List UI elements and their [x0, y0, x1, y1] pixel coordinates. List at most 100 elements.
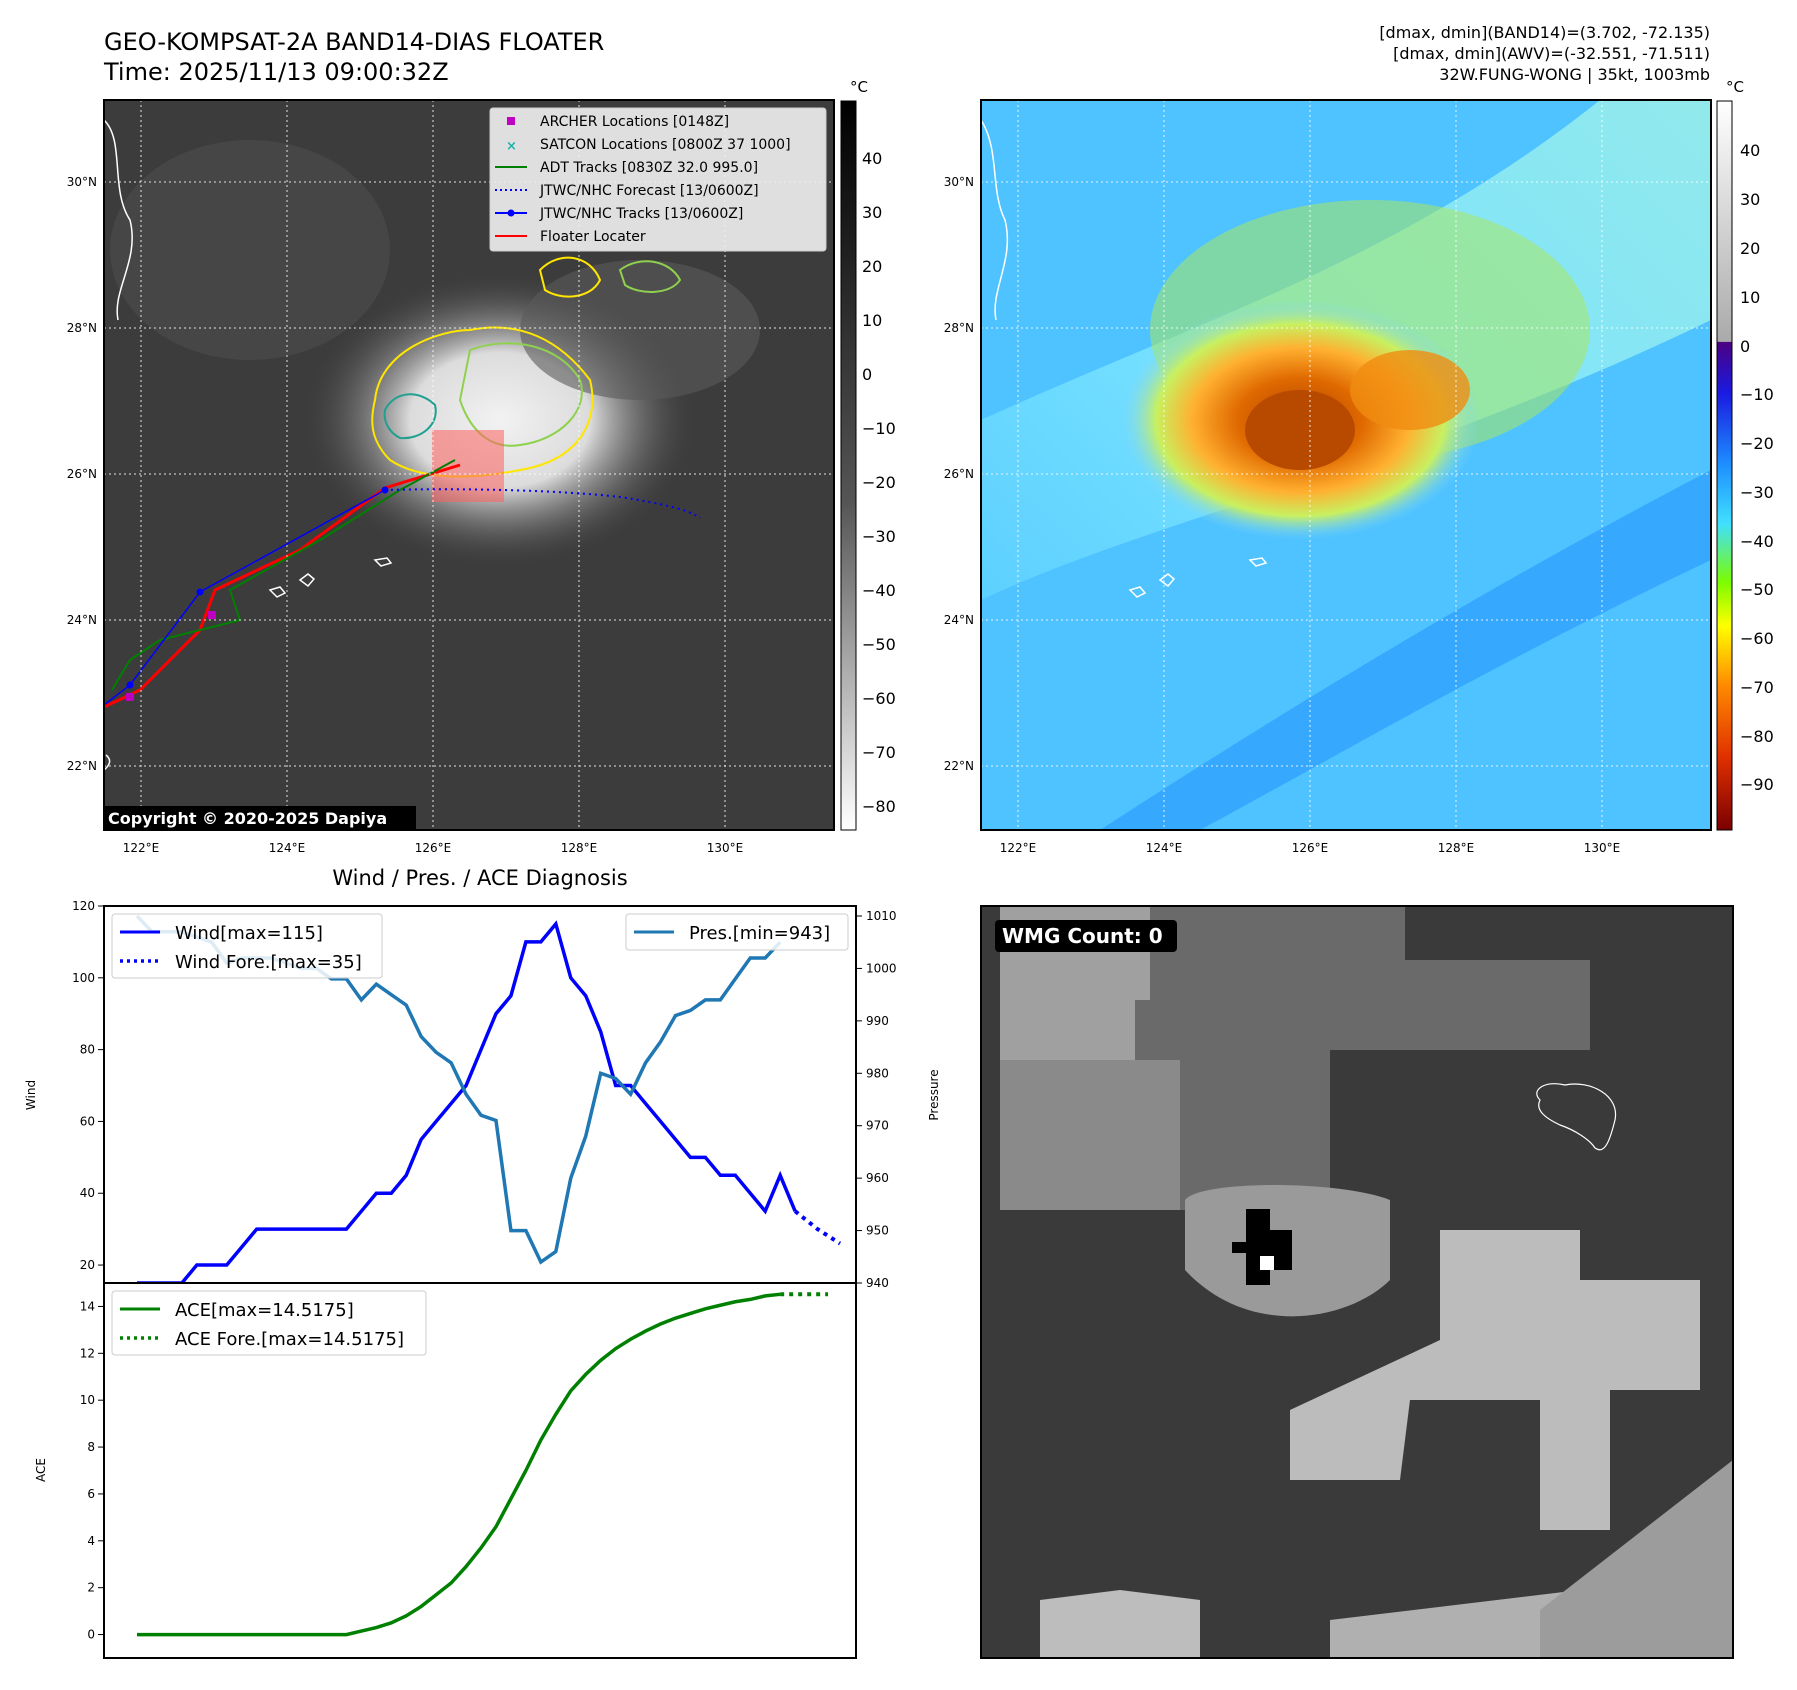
wmg-count-label: WMG Count: 0: [1002, 924, 1163, 948]
wv-map-panel: 30°N 28°N 26°N 24°N 22°N 122°E 124°E 126…: [944, 78, 1774, 855]
jtwc-track-point: [197, 589, 204, 596]
ir-cbar-tick: −30: [862, 527, 896, 546]
wv-lat-tick: 22°N: [944, 759, 974, 773]
ir-cbar-tick: −60: [862, 689, 896, 708]
wind-ylabel: Wind: [24, 1080, 38, 1110]
ir-cbar-tick: −40: [862, 581, 896, 600]
ace-tick-label: 14: [80, 1299, 95, 1313]
ir-cbar-tick: −80: [862, 797, 896, 816]
wv-storm-center: [1245, 390, 1355, 470]
wv-cbar-tick: −50: [1740, 580, 1774, 599]
ir-colorbar: [841, 101, 856, 830]
wmg-region-light-2: [1000, 1060, 1180, 1210]
ir-lat-tick: 30°N: [67, 175, 97, 189]
ir-lon-tick: 122°E: [123, 841, 160, 855]
ir-cloud-band: [520, 260, 760, 400]
wv-lon-tick: 126°E: [1292, 841, 1329, 855]
wv-colorbar-ticks: 40 30 20 10 0 −10 −20 −30 −40 −50 −60 −7…: [1740, 141, 1774, 794]
wv-cbar-tick: −20: [1740, 434, 1774, 453]
pres-tick-label: 980: [866, 1066, 889, 1080]
wv-lon-tick: 130°E: [1584, 841, 1621, 855]
pres-tick-label: 950: [866, 1224, 889, 1238]
wv-cbar-tick: −60: [1740, 629, 1774, 648]
wv-cbar-tick: 20: [1740, 239, 1760, 258]
dmax-band14: [dmax, dmin](BAND14)=(3.702, -72.135): [1379, 23, 1710, 42]
ir-cbar-tick: 40: [862, 149, 882, 168]
legend-forecast-label: JTWC/NHC Forecast [13/0600Z]: [539, 183, 759, 199]
ir-colorbar-ticks: 40 30 20 10 0 −10 −20 −30 −40 −50 −60 −7…: [862, 149, 896, 816]
wv-lat-tick: 24°N: [944, 613, 974, 627]
ace-chart: ACE 14121086420 ACE[max=14.5175] ACE For…: [34, 1283, 856, 1658]
legend-archer-label: ARCHER Locations [0148Z]: [540, 114, 729, 130]
ir-cbar-tick: −50: [862, 635, 896, 654]
ace-y-ticks: 14 12 10 8 6 4 2 0: [80, 1299, 104, 1641]
storm-info: 32W.FUNG-WONG | 35kt, 1003mb: [1439, 65, 1710, 84]
copyright-text: Copyright © 2020-2025 Dapiya: [108, 809, 387, 828]
wv-lat-tick: 28°N: [944, 321, 974, 335]
pres-tick-label: 940: [866, 1276, 889, 1290]
ir-lon-tick: 128°E: [561, 841, 598, 855]
legend-archer-marker: [507, 117, 515, 125]
wind-tick-label: 120: [72, 899, 95, 913]
pressure-y-ticks: 1010 1000 990 980 970 960 950 940: [856, 909, 897, 1290]
legend-wind-fore-label: Wind Fore.[max=35]: [175, 952, 362, 973]
legend-satcon-label: SATCON Locations [0800Z 37 1000]: [540, 137, 791, 153]
legend-adt-label: ADT Tracks [0830Z 32.0 995.0]: [540, 160, 758, 176]
wind-pressure-chart: Wind / Pres. / ACE Diagnosis Wind Pressu…: [24, 866, 941, 1290]
wmg-panel: WMG Count: 0: [981, 906, 1733, 1658]
ace-tick-label: 2: [87, 1581, 95, 1595]
legend-ace-fore-label: ACE Fore.[max=14.5175]: [175, 1329, 404, 1350]
ace-tick-label: 12: [80, 1346, 95, 1360]
ir-lon-tick: 130°E: [707, 841, 744, 855]
wv-colorbar-unit: °C: [1726, 78, 1744, 96]
wind-tick-label: 100: [72, 971, 95, 985]
ace-tick-label: 10: [80, 1393, 95, 1407]
pressure-ylabel: Pressure: [927, 1069, 941, 1120]
legend-floater-label: Floater Locater: [540, 229, 646, 245]
ace-tick-label: 8: [87, 1440, 95, 1454]
ir-map-panel: 30°N 28°N 26°N 24°N 22°N 122°E 124°E 126…: [67, 78, 896, 855]
wv-lon-tick: 122°E: [1000, 841, 1037, 855]
wv-cbar-tick: −70: [1740, 678, 1774, 697]
ir-cbar-tick: −10: [862, 419, 896, 438]
ir-cbar-tick: 20: [862, 257, 882, 276]
wmg-region-bright-2: [1040, 1590, 1200, 1658]
ace-ylabel: ACE: [34, 1458, 48, 1482]
wv-cbar-tick: −80: [1740, 727, 1774, 746]
ir-cbar-tick: 10: [862, 311, 882, 330]
ir-cbar-tick: 30: [862, 203, 882, 222]
legend-tracks-dot: [508, 210, 515, 217]
ir-lat-tick: 24°N: [67, 613, 97, 627]
wmg-eye-center: [1260, 1256, 1274, 1270]
wv-cbar-tick: −10: [1740, 385, 1774, 404]
ir-legend: ARCHER Locations [0148Z] × SATCON Locati…: [490, 108, 826, 251]
ir-cbar-tick: −20: [862, 473, 896, 492]
wv-cbar-tick: 10: [1740, 288, 1760, 307]
legend-tracks-label: JTWC/NHC Tracks [13/0600Z]: [539, 206, 743, 222]
wv-lat-tick: 26°N: [944, 467, 974, 481]
ir-colorbar-unit: °C: [850, 78, 868, 96]
wv-cbar-tick: 30: [1740, 190, 1760, 209]
ir-lat-tick: 26°N: [67, 467, 97, 481]
pres-tick-label: 990: [866, 1014, 889, 1028]
diagnosis-title: Wind / Pres. / ACE Diagnosis: [332, 866, 627, 890]
ir-cloud-patch: [110, 140, 390, 360]
wv-cbar-tick: 40: [1740, 141, 1760, 160]
ir-lon-tick: 126°E: [415, 841, 452, 855]
pres-tick-label: 970: [866, 1119, 889, 1133]
wv-storm-arm: [1350, 350, 1470, 430]
wind-tick-label: 40: [80, 1186, 95, 1200]
pres-tick-label: 960: [866, 1171, 889, 1185]
wv-lat-tick: 30°N: [944, 175, 974, 189]
figure-time: Time: 2025/11/13 09:00:32Z: [103, 58, 449, 86]
ir-lat-tick: 28°N: [67, 321, 97, 335]
wv-cbar-tick: −40: [1740, 532, 1774, 551]
ace-tick-label: 0: [87, 1628, 95, 1642]
figure-title: GEO-KOMPSAT-2A BAND14-DIAS FLOATER: [104, 28, 604, 56]
archer-location: [208, 611, 216, 619]
wind-tick-label: 20: [80, 1258, 95, 1272]
legend-pres-label: Pres.[min=943]: [689, 923, 830, 944]
wind-tick-label: 60: [80, 1114, 95, 1128]
wv-colorbar: [1717, 101, 1732, 830]
